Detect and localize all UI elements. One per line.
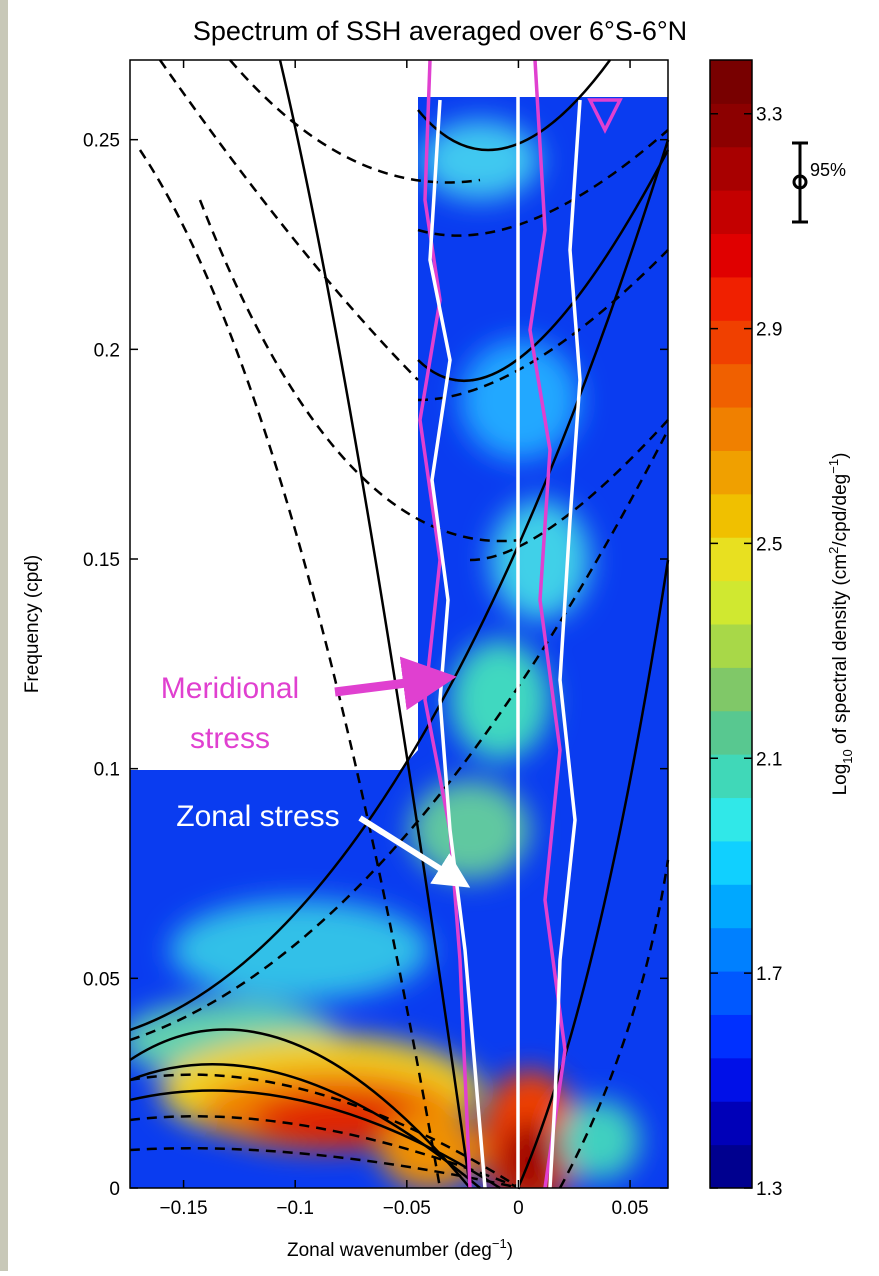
colorbar-band	[710, 884, 752, 929]
colorbar-band	[710, 363, 752, 408]
error-bar	[792, 141, 808, 224]
colorbar-label: Log10 of spectral density (cm2/cpd/deg−1…	[826, 453, 855, 796]
colorbar-band	[710, 450, 752, 495]
y-tick-label: 0.2	[94, 340, 120, 361]
arrow	[358, 815, 471, 888]
annotation: Zonal stress	[176, 800, 339, 833]
y-axis-label: Frequency (cpd)	[22, 555, 43, 693]
colorbar-band	[710, 1101, 752, 1146]
y-tick-label: 0	[109, 1179, 120, 1200]
x-axis-label: Zonal wavenumber (deg−1)	[287, 1236, 513, 1261]
colorbar-band	[710, 667, 752, 712]
colorbar-band	[710, 797, 752, 842]
stress-contours	[418, 59, 623, 1189]
colorbar-band	[710, 537, 752, 582]
colorbar-band	[710, 580, 752, 625]
y-tick-label: 0.05	[83, 969, 120, 990]
colorbar-band	[710, 60, 752, 104]
annotation: Meridional	[161, 672, 299, 705]
colorbar-band	[710, 754, 752, 799]
colorbar-band	[710, 1014, 752, 1059]
colorbar-band	[710, 1057, 752, 1102]
annotation: stress	[190, 722, 270, 755]
colorbar-band	[710, 624, 752, 668]
colorbar-frame	[709, 59, 753, 1189]
colorbar-band	[710, 840, 752, 885]
colorbar-band	[710, 146, 752, 191]
x-tick-label: −0.05	[383, 1198, 431, 1219]
x-tick-label: −0.1	[276, 1198, 314, 1219]
y-tick-label: 0.25	[83, 131, 120, 152]
arrow	[334, 656, 457, 711]
colorbar-band	[710, 971, 752, 1015]
colorbar-tick-label: 2.1	[756, 749, 782, 770]
x-tick-label: 0	[513, 1198, 524, 1219]
colorbar-band	[710, 927, 752, 972]
colorbar-band	[710, 320, 752, 365]
colorbar-band	[710, 407, 752, 451]
y-tick-label: 0.15	[83, 550, 120, 571]
colorbar-band	[710, 190, 752, 235]
colorbar-band	[710, 103, 752, 148]
dispersion-curves	[129, 59, 670, 1190]
x-tick-label: 0.05	[612, 1198, 649, 1219]
colorbar-tick-label: 1.7	[756, 964, 782, 985]
colorbar-band	[710, 233, 752, 278]
chart-title: Spectrum of SSH averaged over 6°S-6°N	[193, 16, 687, 46]
annotation: 95%	[810, 160, 846, 180]
edge	[0, 0, 8, 1271]
colorbar-tick-label: 2.9	[756, 320, 782, 341]
colorbar-tick-label: 2.5	[756, 534, 782, 555]
spectrum-field	[130, 97, 668, 1188]
colorbar-band	[710, 1144, 752, 1189]
y-tick-label: 0.1	[94, 760, 120, 781]
colorbar-tick-label: 1.3	[756, 1179, 782, 1200]
colorbar-tick-label: 3.3	[756, 105, 782, 126]
colorbar-band	[710, 710, 752, 755]
plot-frame	[129, 59, 669, 1189]
colorbar-band	[710, 493, 752, 538]
x-tick-label: −0.15	[160, 1198, 208, 1219]
colorbar-band	[710, 276, 752, 321]
